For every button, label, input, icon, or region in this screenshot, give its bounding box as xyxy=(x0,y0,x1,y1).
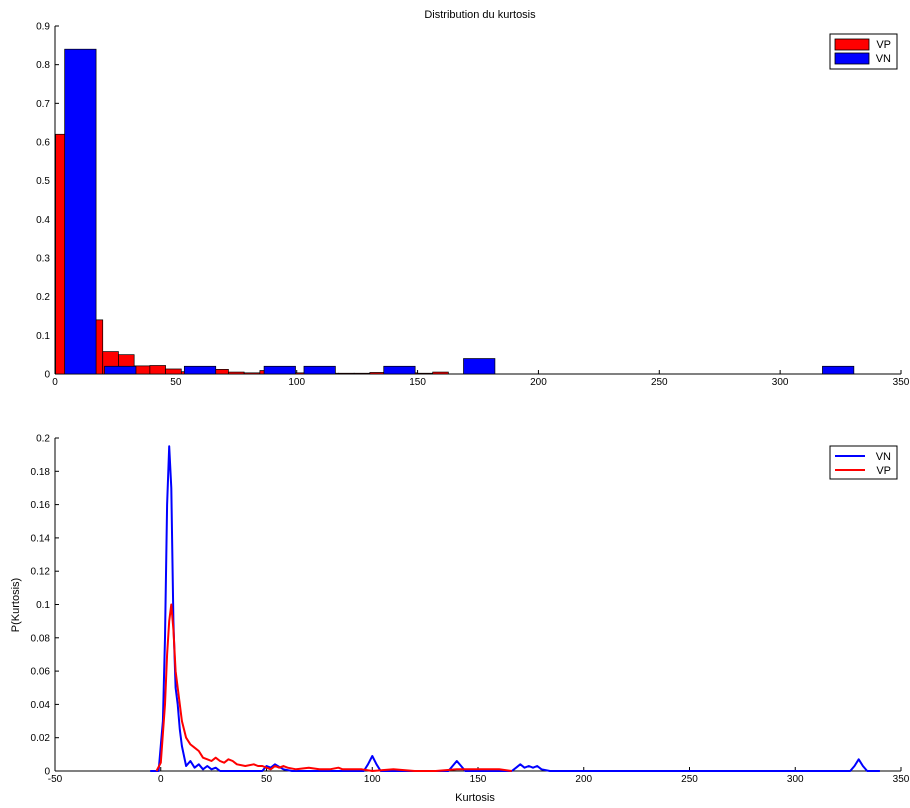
x-tick-label: 250 xyxy=(651,377,668,388)
bar-vp xyxy=(416,372,434,375)
x-tick-label: 300 xyxy=(772,377,789,388)
bar-vp xyxy=(243,372,261,375)
bar-vn xyxy=(303,365,336,375)
y-axis-label: P(Kurtosis) xyxy=(10,578,22,632)
x-tick-label: -50 xyxy=(48,774,63,785)
bar-vn xyxy=(383,365,416,375)
bar-vp xyxy=(369,372,386,375)
bar-vn xyxy=(822,365,855,375)
y-tick-label: 0.2 xyxy=(36,434,50,445)
y-tick-label: 0.04 xyxy=(31,700,51,711)
legend-label-vp: VP xyxy=(876,39,891,51)
bar-vp xyxy=(165,368,182,375)
y-tick-label: 0.6 xyxy=(36,138,50,149)
y-tick-label: 0.16 xyxy=(31,500,51,511)
y-tick-label: 0.12 xyxy=(31,567,51,578)
y-tick-label: 0.2 xyxy=(36,292,50,303)
bar-vn xyxy=(64,48,97,375)
x-tick-label: 200 xyxy=(575,774,592,785)
bar-vp xyxy=(338,372,355,375)
bar-vp xyxy=(228,371,245,375)
y-tick-label: 0.5 xyxy=(36,176,50,187)
x-tick-label: 100 xyxy=(288,377,305,388)
y-tick-label: 0 xyxy=(44,767,50,778)
bar-vn xyxy=(463,358,496,375)
bar-vn xyxy=(183,365,217,375)
series-line-vn xyxy=(150,445,880,772)
legend-label-vp: VP xyxy=(876,465,891,477)
y-tick-label: 0.14 xyxy=(31,533,51,544)
bar-vp xyxy=(133,365,151,375)
y-tick-label: 0.7 xyxy=(36,99,50,110)
y-tick-label: 0.06 xyxy=(31,667,51,678)
x-tick-label: 150 xyxy=(470,774,487,785)
series-line-vp xyxy=(155,603,512,772)
x-tick-label: 300 xyxy=(787,774,804,785)
bar-vn xyxy=(104,365,137,375)
legend-label-vn: VN xyxy=(876,451,891,463)
x-tick-label: 350 xyxy=(893,774,910,785)
legend-label-vn: VN xyxy=(876,53,891,65)
y-tick-label: 0.3 xyxy=(36,254,50,265)
x-tick-label: 200 xyxy=(530,377,547,388)
x-tick-label: 350 xyxy=(893,377,910,388)
bar-vp xyxy=(432,371,449,375)
y-tick-label: 0 xyxy=(44,370,50,381)
y-tick-label: 0.1 xyxy=(36,600,50,611)
density-chart: Kurtosis P(Kurtosis) -50 0 50 100 150 200 250 3… xyxy=(10,434,910,805)
y-tick-label: 0.4 xyxy=(36,215,50,226)
bar-vn xyxy=(263,365,296,375)
legend xyxy=(829,445,898,480)
bar-vp xyxy=(149,365,166,375)
legend-swatch-vp xyxy=(834,38,870,51)
y-tick-label: 0.8 xyxy=(36,60,50,71)
y-tick-label: 0.18 xyxy=(31,467,51,478)
x-axis-label: Kurtosis xyxy=(455,792,495,803)
bar-vp xyxy=(353,372,371,375)
x-tick-label: 50 xyxy=(261,774,273,785)
x-tick-label: 100 xyxy=(364,774,381,785)
y-tick-label: 0.02 xyxy=(31,733,51,744)
y-tick-label: 0.9 xyxy=(36,22,50,33)
chart-title: Distribution du kurtosis xyxy=(424,9,536,21)
x-tick-label: 250 xyxy=(681,774,698,785)
y-tick-label: 0.1 xyxy=(36,331,50,342)
x-tick-label: 150 xyxy=(409,377,426,388)
legend-swatch-vn xyxy=(834,52,870,65)
histogram-chart: Distribution du kurtosis 0 50 100 150 200 250… xyxy=(36,9,910,388)
x-tick-label: 0 xyxy=(52,377,58,388)
x-tick-label: 50 xyxy=(170,377,182,388)
y-tick-label: 0.08 xyxy=(31,633,51,644)
x-tick-label: 0 xyxy=(158,774,164,785)
